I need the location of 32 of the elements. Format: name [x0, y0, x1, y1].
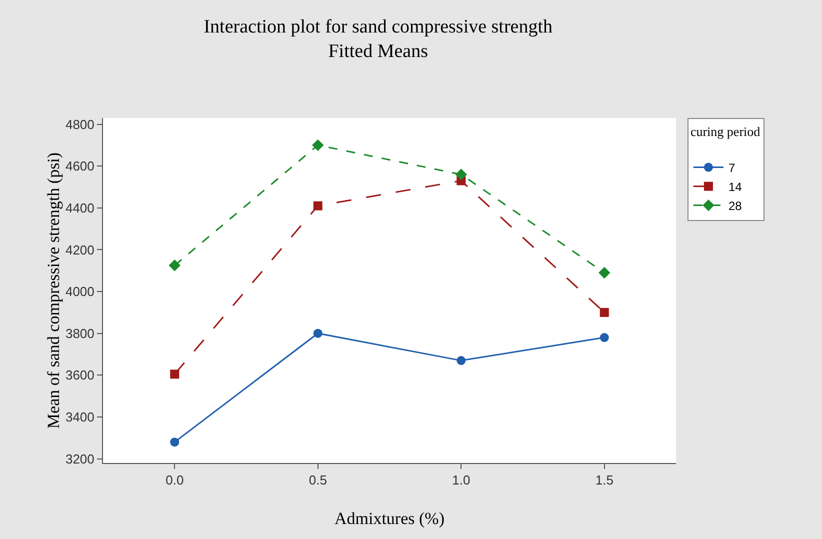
- y-tick-label: 4200: [65, 242, 94, 258]
- x-axis-title: Admixtures (%): [334, 509, 445, 528]
- y-tick-label: 3600: [65, 368, 94, 383]
- point: [456, 356, 466, 366]
- point: [600, 308, 609, 317]
- x-tick-label: 1.0: [452, 472, 470, 488]
- point: [312, 139, 324, 152]
- y-tick-label: 3800: [65, 326, 94, 341]
- y-tick-label: 4000: [65, 284, 94, 300]
- x-tick-label: 1.5: [595, 472, 614, 488]
- point: [455, 168, 467, 180]
- point: [600, 333, 609, 342]
- chart-title: Interaction plot for sand compressive strength: [204, 16, 553, 38]
- point: [168, 260, 180, 272]
- x-tick-label: 0.0: [166, 472, 184, 488]
- y-tick-label: 4800: [65, 116, 94, 132]
- y-tick-label: 3400: [65, 410, 94, 425]
- y-axis-title: Mean of sand compressive strength (psi): [44, 152, 63, 429]
- legend-title: curing period: [690, 124, 761, 139]
- chart-subtitle: Fitted Means: [328, 41, 428, 62]
- y-tick-label: 3200: [65, 451, 94, 466]
- point: [170, 370, 180, 379]
- point: [313, 328, 322, 338]
- legend-label: 14: [728, 180, 742, 194]
- y-tick-label: 4600: [65, 158, 94, 174]
- legend-label: 28: [728, 198, 742, 213]
- point: [170, 438, 180, 447]
- legend-label: 7: [728, 160, 736, 175]
- point: [598, 266, 610, 279]
- x-tick-label: 0.5: [308, 472, 327, 488]
- y-tick-label: 4400: [65, 200, 94, 216]
- point: [313, 201, 322, 210]
